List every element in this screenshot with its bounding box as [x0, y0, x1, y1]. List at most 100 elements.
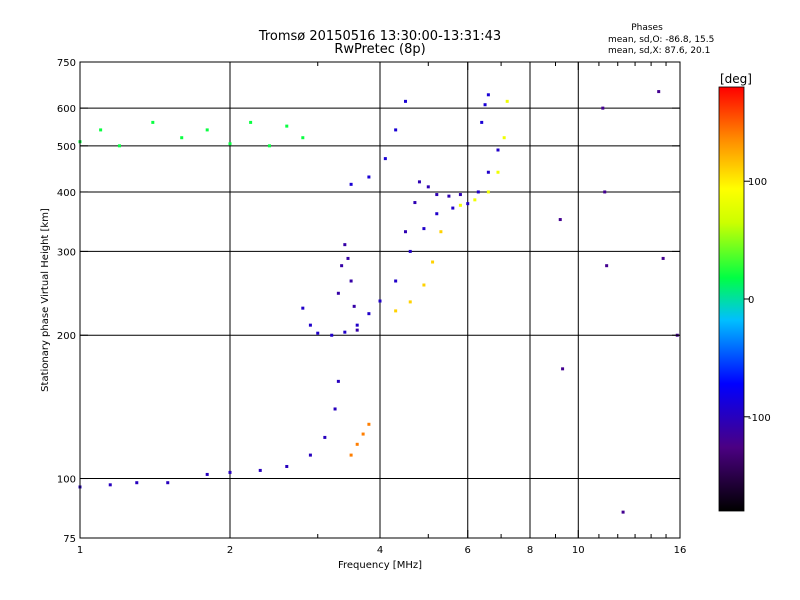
phase-stats-o: mean, sd,O: -86.8, 15.5 — [608, 35, 714, 45]
data-point — [166, 481, 170, 485]
phase-stats-x: mean, sd,X: 87.6, 20.1 — [608, 46, 710, 56]
data-point — [336, 379, 340, 383]
data-point — [323, 435, 327, 439]
data-point — [151, 120, 155, 124]
data-point — [99, 128, 103, 132]
x-axis-label: Frequency [MHz] — [338, 560, 422, 571]
series-group — [558, 90, 679, 514]
colorbar-ticks: 100 0 -100 — [744, 177, 771, 424]
series-group — [78, 379, 340, 489]
y-tick-label: 400 — [57, 188, 76, 199]
series-group — [336, 243, 359, 332]
data-point — [343, 243, 347, 247]
data-point — [458, 193, 462, 197]
data-point — [451, 206, 455, 210]
data-point — [367, 175, 371, 179]
y-tick-label: 750 — [57, 58, 76, 69]
data-point — [301, 136, 305, 140]
data-point — [205, 472, 209, 476]
data-point — [117, 144, 121, 148]
data-point — [267, 144, 271, 148]
data-point — [603, 190, 607, 194]
data-point — [333, 407, 337, 411]
data-point — [355, 323, 359, 327]
data-point — [349, 453, 353, 457]
data-point — [486, 93, 490, 97]
x-axis: 1 2 4 6 8 10 16 — [77, 62, 687, 556]
data-point — [285, 464, 289, 468]
data-point — [383, 157, 387, 161]
x-tick-label: 8 — [527, 545, 533, 556]
series-group — [403, 180, 462, 234]
data-points — [78, 90, 679, 514]
data-point — [496, 170, 500, 174]
y-tick-label: 100 — [57, 475, 76, 486]
data-point — [308, 453, 312, 457]
x-tick-label: 1 — [77, 545, 83, 556]
data-point — [394, 128, 398, 132]
series-group — [78, 120, 305, 148]
data-point — [346, 256, 350, 260]
y-axis-label: Stationary phase Virtual Height [km] — [40, 208, 51, 392]
gridlines — [80, 62, 680, 538]
data-point — [435, 212, 439, 216]
series-group — [458, 99, 509, 207]
data-point — [431, 260, 435, 264]
x-tick-label: 2 — [227, 545, 233, 556]
data-point — [180, 136, 184, 140]
data-point — [408, 249, 412, 253]
data-point — [476, 190, 480, 194]
data-point — [502, 136, 506, 140]
data-point — [355, 442, 359, 446]
data-point — [558, 218, 562, 222]
y-tick-label: 200 — [57, 331, 76, 342]
series-group — [349, 93, 490, 186]
data-point — [340, 264, 344, 268]
data-point — [378, 299, 382, 303]
data-point — [483, 103, 487, 107]
data-point — [394, 279, 398, 283]
data-point — [394, 309, 398, 313]
data-point — [343, 330, 347, 334]
data-point — [408, 300, 412, 304]
data-point — [505, 99, 509, 103]
colorbar — [718, 86, 745, 512]
colorbar-label: [deg] — [720, 72, 752, 86]
x-tick-label: 6 — [465, 545, 471, 556]
data-point — [422, 227, 426, 231]
colorbar-tick-label: -100 — [748, 413, 771, 424]
chart-subtitle: RwPretec (8p) — [334, 42, 425, 57]
data-point — [135, 481, 139, 485]
data-point — [330, 333, 334, 337]
data-point — [447, 194, 451, 198]
data-point — [413, 201, 417, 205]
y-tick-label: 300 — [57, 247, 76, 258]
data-point — [367, 422, 371, 426]
data-point — [205, 128, 209, 132]
data-point — [258, 468, 262, 472]
phases-heading: Phases — [631, 23, 663, 33]
data-point — [249, 120, 253, 124]
colorbar-tick-label: 100 — [748, 177, 767, 188]
data-point — [657, 90, 661, 94]
data-point — [496, 148, 500, 152]
data-point — [417, 180, 421, 184]
data-point — [285, 124, 289, 128]
x-tick-label: 16 — [674, 545, 687, 556]
data-point — [605, 264, 609, 268]
series-group — [349, 422, 371, 457]
colorbar-tick-label: 0 — [748, 295, 754, 306]
data-point — [426, 185, 430, 189]
data-point — [473, 198, 477, 202]
data-point — [486, 170, 490, 174]
data-point — [422, 283, 426, 287]
data-point — [367, 312, 371, 316]
data-point — [621, 510, 625, 514]
chart-title: Tromsø 20150516 13:30:00-13:31:43 — [258, 29, 501, 44]
data-point — [355, 328, 359, 332]
data-point — [308, 323, 312, 327]
data-point — [336, 291, 340, 295]
data-point — [228, 142, 232, 146]
data-point — [403, 99, 407, 103]
